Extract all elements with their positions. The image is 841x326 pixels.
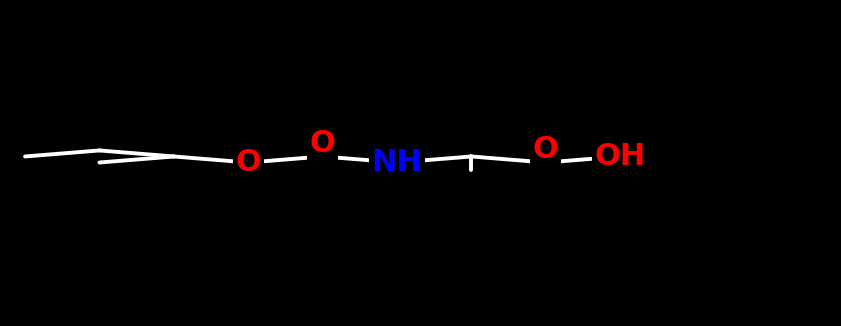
Text: NH: NH xyxy=(372,148,422,177)
Text: O: O xyxy=(533,135,558,164)
Text: O: O xyxy=(235,148,262,177)
Text: OH: OH xyxy=(595,142,646,171)
Text: O: O xyxy=(309,129,336,158)
